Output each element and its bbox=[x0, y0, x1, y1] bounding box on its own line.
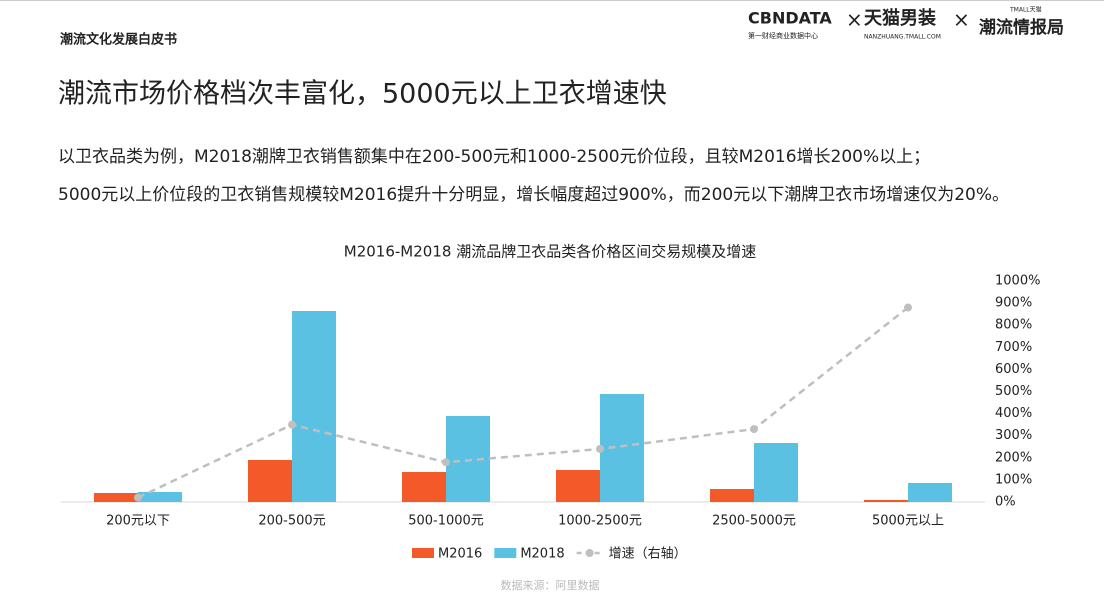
bar bbox=[908, 483, 952, 502]
x-tick-label: 1000-2500元 bbox=[558, 514, 642, 529]
paragraph: 以卫衣品类为例，M2018潮牌卫衣销售额集中在200-500元和1000-250… bbox=[58, 147, 930, 167]
bar bbox=[556, 470, 600, 502]
x-tick-label: 5000元以上 bbox=[872, 514, 944, 529]
y2-tick-label: 400% bbox=[995, 406, 1032, 421]
y2-tick-label: 600% bbox=[995, 362, 1032, 377]
bar bbox=[94, 493, 138, 502]
logo-tag: TMALL天猫 bbox=[1009, 6, 1042, 14]
y2-tick-label: 200% bbox=[995, 450, 1032, 465]
y2-tick-label: 100% bbox=[995, 472, 1032, 487]
logo: 潮流情报局 bbox=[979, 17, 1064, 38]
headline: 潮流市场价格档次丰富化，5000元以上卫衣增速快 bbox=[58, 79, 667, 110]
bar bbox=[710, 489, 754, 502]
bar bbox=[248, 460, 292, 502]
bar bbox=[138, 492, 182, 502]
x-tick-label: 2500-5000元 bbox=[712, 514, 796, 529]
report-name: 潮流文化发展白皮书 bbox=[60, 32, 177, 48]
x-tick-label: 200元以下 bbox=[106, 514, 170, 529]
growth-point bbox=[904, 303, 912, 312]
source: 数据来源：阿里数据 bbox=[501, 578, 600, 592]
legend-label: 增速（右轴） bbox=[609, 547, 687, 562]
paragraph: 5000元以上价位段的卫衣销售规模较M2016提升十分明显，增长幅度超过900%… bbox=[58, 185, 1010, 205]
growth-point bbox=[442, 458, 450, 467]
y2-tick-label: 800% bbox=[995, 318, 1032, 333]
legend-swatch bbox=[412, 548, 434, 558]
bar bbox=[292, 311, 336, 502]
logo-sub: NANZHUANG.TMALL.COM bbox=[864, 34, 941, 41]
bar bbox=[754, 443, 798, 502]
bar bbox=[600, 394, 644, 502]
y2-tick-label: 500% bbox=[995, 384, 1032, 399]
bar bbox=[864, 500, 908, 502]
logo-sub: 第一财经商业数据中心 bbox=[748, 31, 818, 40]
bar bbox=[402, 472, 446, 502]
legend-label: M2016 bbox=[438, 547, 482, 562]
x-tick-label: 200-500元 bbox=[258, 514, 325, 529]
logo-sep: × bbox=[953, 8, 970, 32]
logo: 天猫男装 bbox=[864, 7, 936, 29]
x-tick-label: 500-1000元 bbox=[408, 514, 484, 529]
legend-label: M2018 bbox=[520, 547, 564, 562]
y2-tick-label: 300% bbox=[995, 428, 1032, 443]
y2-tick-label: 0% bbox=[995, 495, 1016, 510]
paragraph-box: 5000元以上价位段的卫衣销售规模较M2016提升十分明显，增长幅度超过900%… bbox=[58, 185, 1010, 205]
y2-tick-label: 700% bbox=[995, 340, 1032, 355]
growth-point bbox=[596, 444, 604, 453]
plot: 0% 100% 200% 300% 400% 500% 600% 700% 800% 900% 10… bbox=[61, 274, 1040, 562]
growth-point bbox=[134, 493, 142, 502]
legend-swatch-dot bbox=[585, 549, 594, 557]
growth-point bbox=[288, 420, 296, 429]
chart-title: M2016-M2018 潮流品牌卫衣品类各价格区间交易规模及增速 bbox=[344, 243, 756, 261]
logo: CBNDATA bbox=[748, 9, 832, 28]
logo-sep: × bbox=[846, 8, 863, 32]
growth-point bbox=[750, 425, 758, 434]
y2-tick-label: 1000% bbox=[995, 274, 1040, 289]
legend-swatch bbox=[494, 548, 517, 558]
y2-tick-label: 900% bbox=[995, 296, 1032, 311]
